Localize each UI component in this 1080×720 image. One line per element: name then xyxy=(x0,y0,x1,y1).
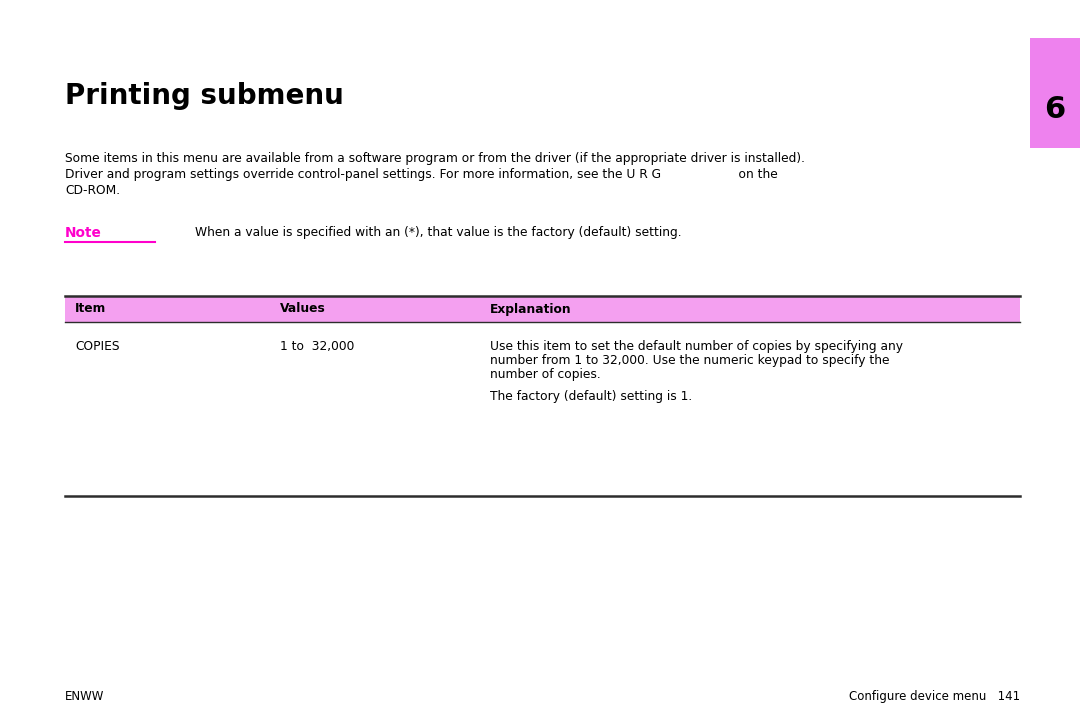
FancyBboxPatch shape xyxy=(65,296,1020,322)
Text: number from 1 to 32,000. Use the numeric keypad to specify the: number from 1 to 32,000. Use the numeric… xyxy=(490,354,890,367)
FancyBboxPatch shape xyxy=(1030,38,1080,148)
Text: 1 to  32,000: 1 to 32,000 xyxy=(280,340,354,353)
Text: The factory (default) setting is 1.: The factory (default) setting is 1. xyxy=(490,390,692,403)
Text: ENWW: ENWW xyxy=(65,690,105,703)
Text: Explanation: Explanation xyxy=(490,302,571,315)
Text: When a value is specified with an (*), that value is the factory (default) setti: When a value is specified with an (*), t… xyxy=(195,226,681,239)
Text: Configure device menu   141: Configure device menu 141 xyxy=(849,690,1020,703)
Text: CD-ROM.: CD-ROM. xyxy=(65,184,120,197)
Text: Item: Item xyxy=(75,302,106,315)
Text: Note: Note xyxy=(65,226,102,240)
Text: 6: 6 xyxy=(1044,95,1066,124)
Text: Some items in this menu are available from a software program or from the driver: Some items in this menu are available fr… xyxy=(65,152,805,165)
Text: Driver and program settings override control-panel settings. For more informatio: Driver and program settings override con… xyxy=(65,168,778,181)
Text: Values: Values xyxy=(280,302,326,315)
Text: Printing submenu: Printing submenu xyxy=(65,82,343,110)
Text: COPIES: COPIES xyxy=(75,340,120,353)
Text: number of copies.: number of copies. xyxy=(490,368,600,381)
Text: Use this item to set the default number of copies by specifying any: Use this item to set the default number … xyxy=(490,340,903,353)
